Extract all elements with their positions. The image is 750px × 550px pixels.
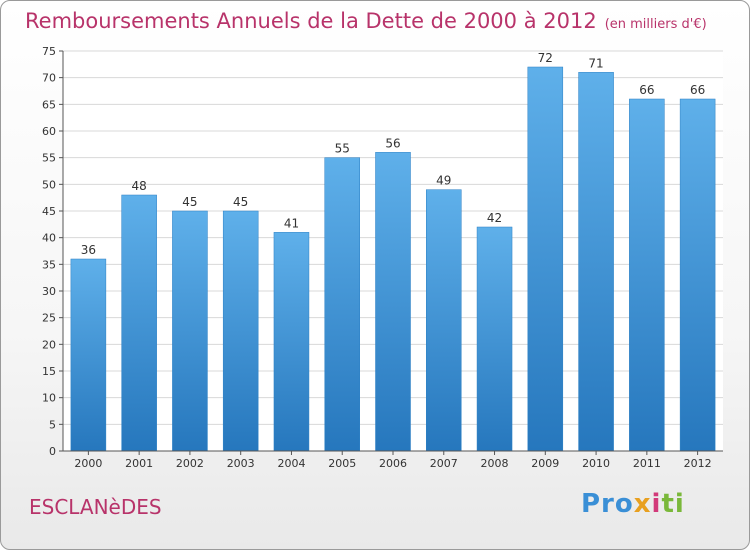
- data-label-2000: 36: [81, 243, 96, 257]
- x-tick-label-2005: 2005: [328, 457, 356, 470]
- y-tick-label: 15: [42, 365, 56, 378]
- data-label-2012: 66: [690, 83, 705, 97]
- data-label-2009: 72: [538, 51, 553, 65]
- x-tick-label-2001: 2001: [125, 457, 153, 470]
- data-label-2011: 66: [639, 83, 654, 97]
- y-tick-label: 45: [42, 205, 56, 218]
- x-tick-label-2007: 2007: [430, 457, 458, 470]
- y-tick-label: 55: [42, 152, 56, 165]
- logo-part-2: x: [633, 489, 652, 519]
- x-tick-label-2003: 2003: [227, 457, 255, 470]
- logo-part-4: ti: [661, 489, 685, 519]
- commune-name: ESCLANèDES: [29, 495, 162, 519]
- data-label-2001: 48: [132, 179, 147, 193]
- data-label-2006: 56: [385, 136, 400, 150]
- proxiti-logo: Proxiti: [581, 489, 685, 519]
- bar-2011: [629, 98, 665, 452]
- data-label-2003: 45: [233, 195, 248, 209]
- y-tick-label: 0: [49, 445, 56, 458]
- logo-part-3: i: [651, 489, 662, 519]
- bar-2012: [679, 98, 716, 452]
- x-tick-label-2008: 2008: [481, 457, 509, 470]
- bar-2010: [578, 72, 614, 452]
- data-label-2007: 49: [436, 174, 451, 188]
- x-tick-label-2002: 2002: [176, 457, 204, 470]
- data-label-2002: 45: [182, 195, 197, 209]
- bar-2002: [172, 210, 208, 452]
- y-tick-label: 70: [42, 72, 56, 85]
- data-label-2008: 42: [487, 211, 502, 225]
- bar-2007: [426, 189, 462, 452]
- chart-title: Remboursements Annuels de la Dette de 20…: [25, 9, 707, 33]
- data-label-2005: 55: [335, 142, 350, 156]
- y-tick-label: 25: [42, 312, 56, 325]
- bar-2009: [527, 66, 564, 452]
- y-tick-label: 5: [49, 418, 56, 431]
- y-tick-label: 35: [42, 258, 56, 271]
- x-tick-label-2011: 2011: [633, 457, 661, 470]
- bar-2004: [273, 232, 310, 452]
- y-tick-label: 20: [42, 338, 56, 351]
- bar-2003: [222, 210, 259, 452]
- bar-2006: [375, 152, 411, 452]
- bar-2008: [476, 226, 513, 452]
- x-tick-label-2012: 2012: [684, 457, 712, 470]
- data-label-2010: 71: [588, 56, 603, 70]
- bar-2001: [121, 194, 157, 452]
- x-tick-label-2010: 2010: [582, 457, 610, 470]
- y-tick-label: 10: [42, 392, 56, 405]
- y-tick-label: 65: [42, 98, 56, 111]
- bar-2000: [70, 258, 107, 452]
- y-tick-label: 50: [42, 178, 56, 191]
- x-tick-label-2009: 2009: [531, 457, 559, 470]
- chart-title-text: Remboursements Annuels de la Dette de 20…: [25, 9, 597, 33]
- y-tick-label: 40: [42, 232, 56, 245]
- data-label-2004: 41: [284, 216, 299, 230]
- axis-layer: 0 5 10 15 20 25 30 35 40 45 50 55 60 65 70 75 2000 2001 20…: [42, 45, 723, 470]
- chart-subtitle: (en milliers d'€): [604, 17, 707, 32]
- x-tick-label-2004: 2004: [277, 457, 305, 470]
- y-tick-label: 75: [42, 45, 56, 58]
- y-tick-label: 60: [42, 125, 56, 138]
- logo-part-1: Pro: [581, 489, 634, 519]
- y-tick-label: 30: [42, 285, 56, 298]
- x-tick-label-2000: 2000: [74, 457, 102, 470]
- bar-2005: [324, 157, 360, 452]
- bar-layer: 36 48 45 45 41 55 56 49 42 72 71 66 66: [70, 51, 716, 452]
- x-tick-label-2006: 2006: [379, 457, 407, 470]
